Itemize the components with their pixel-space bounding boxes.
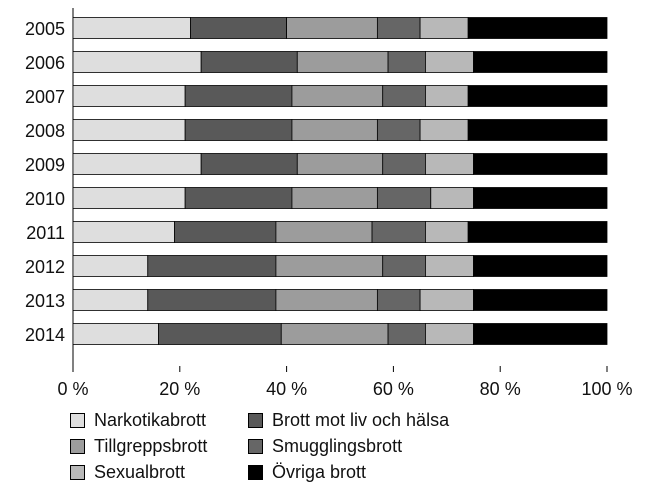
bar-segment-2011-4 (425, 221, 469, 243)
legend-swatch-2 (70, 439, 85, 454)
legend-swatch-3 (248, 439, 263, 454)
bar-segment-2006-2 (296, 51, 389, 73)
bar-segment-2008-1 (184, 119, 293, 141)
x-tick-label-3: 60 % (373, 379, 414, 399)
legend-label-1: Brott mot liv och hälsa (272, 410, 450, 430)
bar-segment-2005-4 (419, 17, 469, 39)
y-tick-label-2008: 2008 (25, 121, 65, 141)
legend-label-5: Övriga brott (272, 462, 367, 482)
bar-segment-2005-3 (376, 17, 421, 39)
bar-segment-2012-3 (382, 255, 426, 277)
bar-segment-2010-1 (184, 187, 293, 209)
bar-segment-2011-3 (371, 221, 426, 243)
bar-segment-2012-2 (275, 255, 384, 277)
bar-segment-2007-3 (382, 85, 426, 107)
y-tick-label-2006: 2006 (25, 53, 65, 73)
y-tick-label-2013: 2013 (25, 291, 65, 311)
bar-segment-2013-1 (147, 289, 277, 311)
bar-segment-2005-1 (190, 17, 287, 39)
x-tick-label-5: 100 % (581, 379, 632, 399)
legend-item-1: Brott mot liv och hälsa (248, 410, 449, 431)
legend-swatch-1 (248, 413, 263, 428)
bar-segment-2005-0 (72, 17, 191, 39)
legend-item-4: Sexualbrott (70, 462, 185, 483)
bar-segment-2010-0 (72, 187, 186, 209)
bar-segment-2014-4 (425, 323, 474, 345)
y-tick-label-2009: 2009 (25, 155, 65, 175)
bar-segment-2011-1 (174, 221, 277, 243)
bar-segment-2010-3 (376, 187, 432, 209)
bar-segment-2009-0 (72, 153, 202, 175)
legend-label-3: Smugglingsbrott (272, 436, 403, 456)
legend-swatch-0 (70, 413, 85, 428)
legend-item-0: Narkotikabrott (70, 410, 206, 431)
bar-segment-2009-1 (200, 153, 298, 175)
bar-segment-2007-4 (425, 85, 469, 107)
bar-segment-2011-5 (467, 221, 608, 243)
bar-segment-2011-0 (72, 221, 175, 243)
bar-segment-2006-0 (72, 51, 202, 73)
bar-segment-2012-4 (425, 255, 474, 277)
bar-segment-2006-3 (387, 51, 426, 73)
bar-segment-2007-1 (184, 85, 293, 107)
bar-segment-2005-5 (467, 17, 608, 39)
bar-segment-2009-3 (382, 153, 426, 175)
bar-segment-2010-5 (473, 187, 608, 209)
legend-label-2: Tillgreppsbrott (94, 436, 208, 456)
bar-segment-2006-1 (200, 51, 298, 73)
bar-segment-2012-5 (473, 255, 608, 277)
legend-item-3: Smugglingsbrott (248, 436, 402, 457)
bar-segment-2010-4 (430, 187, 474, 209)
y-tick-label-2011: 2011 (26, 223, 65, 243)
bar-segment-2013-2 (275, 289, 378, 311)
legend-item-5: Övriga brott (248, 462, 366, 483)
x-tick-label-0: 0 % (57, 379, 88, 399)
bar-segment-2006-4 (425, 51, 474, 73)
bar-segment-2008-4 (419, 119, 469, 141)
x-tick-label-1: 20 % (159, 379, 200, 399)
bar-segment-2011-2 (275, 221, 373, 243)
bar-segment-2005-2 (286, 17, 378, 39)
x-tick-label-2: 40 % (266, 379, 307, 399)
bar-segment-2007-2 (291, 85, 384, 107)
bar-segment-2008-5 (467, 119, 608, 141)
bar-segment-2014-2 (280, 323, 389, 345)
x-tick-label-4: 80 % (480, 379, 521, 399)
bar-segment-2013-5 (473, 289, 608, 311)
bar-segment-2006-5 (473, 51, 608, 73)
y-tick-label-2014: 2014 (25, 325, 65, 345)
bar-segment-2013-0 (72, 289, 149, 311)
bar-segment-2007-5 (467, 85, 608, 107)
bar-segment-2009-4 (425, 153, 474, 175)
legend-label-0: Narkotikabrott (94, 410, 207, 430)
bar-segment-2007-0 (72, 85, 186, 107)
bar-segment-2009-5 (473, 153, 608, 175)
bar-segment-2008-2 (291, 119, 378, 141)
legend-item-2: Tillgreppsbrott (70, 436, 207, 457)
legend-label-4: Sexualbrott (94, 462, 186, 482)
legend-swatch-4 (70, 465, 85, 480)
bar-segment-2008-0 (72, 119, 186, 141)
bar-segment-2012-1 (147, 255, 277, 277)
bar-segment-2009-2 (296, 153, 384, 175)
bar-segment-2014-1 (158, 323, 282, 345)
bar-segment-2014-3 (387, 323, 426, 345)
legend-swatch-5 (248, 465, 263, 480)
y-tick-label-2007: 2007 (25, 87, 65, 107)
bar-segment-2010-2 (291, 187, 378, 209)
y-tick-label-2010: 2010 (25, 189, 65, 209)
y-tick-label-2005: 2005 (25, 19, 65, 39)
bar-segment-2008-3 (376, 119, 421, 141)
bar-segment-2014-0 (72, 323, 159, 345)
bar-segment-2012-0 (72, 255, 149, 277)
bar-segment-2013-4 (419, 289, 474, 311)
bar-segment-2013-3 (376, 289, 421, 311)
bar-segment-2014-5 (473, 323, 608, 345)
y-tick-label-2012: 2012 (25, 257, 65, 277)
